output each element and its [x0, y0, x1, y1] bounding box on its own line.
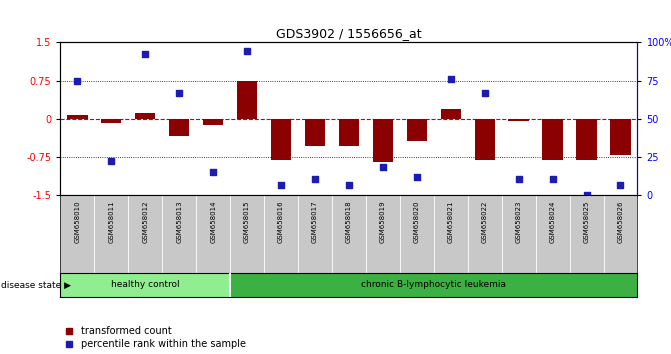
Point — [548, 177, 558, 182]
Text: GSM658012: GSM658012 — [142, 200, 148, 242]
Text: GSM658017: GSM658017 — [312, 200, 318, 243]
Bar — [230, 273, 637, 297]
Bar — [509, 119, 529, 121]
Legend: transformed count, percentile rank within the sample: transformed count, percentile rank withi… — [65, 326, 246, 349]
Text: GSM658024: GSM658024 — [550, 200, 556, 242]
Bar — [60, 273, 230, 297]
Bar — [67, 115, 87, 119]
Point — [344, 182, 354, 187]
Text: GSM658025: GSM658025 — [584, 200, 590, 242]
Title: GDS3902 / 1556656_at: GDS3902 / 1556656_at — [276, 27, 422, 40]
Text: GSM658023: GSM658023 — [515, 200, 521, 242]
Point — [615, 182, 626, 187]
Point — [309, 177, 320, 182]
Bar — [135, 113, 156, 119]
Bar — [441, 109, 461, 119]
Point — [479, 90, 490, 96]
Text: GSM658014: GSM658014 — [210, 200, 216, 242]
Text: GSM658011: GSM658011 — [108, 200, 114, 243]
Text: healthy control: healthy control — [111, 280, 180, 290]
Point — [72, 78, 83, 84]
Point — [581, 192, 592, 198]
Point — [174, 90, 185, 96]
Bar — [339, 119, 359, 147]
Point — [446, 76, 456, 82]
Bar — [169, 119, 189, 136]
Bar — [576, 119, 597, 160]
Bar — [372, 119, 393, 162]
Text: GSM658013: GSM658013 — [176, 200, 183, 243]
Bar — [611, 119, 631, 155]
Text: GSM658018: GSM658018 — [346, 200, 352, 243]
Bar — [237, 81, 257, 119]
Point — [276, 182, 287, 187]
Bar — [271, 119, 291, 160]
Bar — [101, 119, 121, 122]
Text: GSM658020: GSM658020 — [414, 200, 420, 242]
Point — [411, 174, 422, 180]
Bar — [407, 119, 427, 141]
Text: GSM658022: GSM658022 — [482, 200, 488, 242]
Point — [242, 48, 252, 54]
Bar — [203, 119, 223, 125]
Text: chronic B-lymphocytic leukemia: chronic B-lymphocytic leukemia — [361, 280, 507, 290]
Point — [106, 158, 117, 164]
Point — [378, 164, 389, 170]
Bar — [305, 119, 325, 147]
Text: GSM658026: GSM658026 — [617, 200, 623, 242]
Text: GSM658021: GSM658021 — [448, 200, 454, 242]
Bar — [474, 119, 495, 160]
Point — [140, 51, 150, 57]
Bar — [542, 119, 563, 160]
Text: disease state ▶: disease state ▶ — [1, 280, 70, 290]
Text: GSM658019: GSM658019 — [380, 200, 386, 243]
Text: GSM658010: GSM658010 — [74, 200, 81, 243]
Text: GSM658015: GSM658015 — [244, 200, 250, 242]
Text: GSM658016: GSM658016 — [278, 200, 284, 243]
Point — [208, 169, 219, 175]
Point — [513, 177, 524, 182]
